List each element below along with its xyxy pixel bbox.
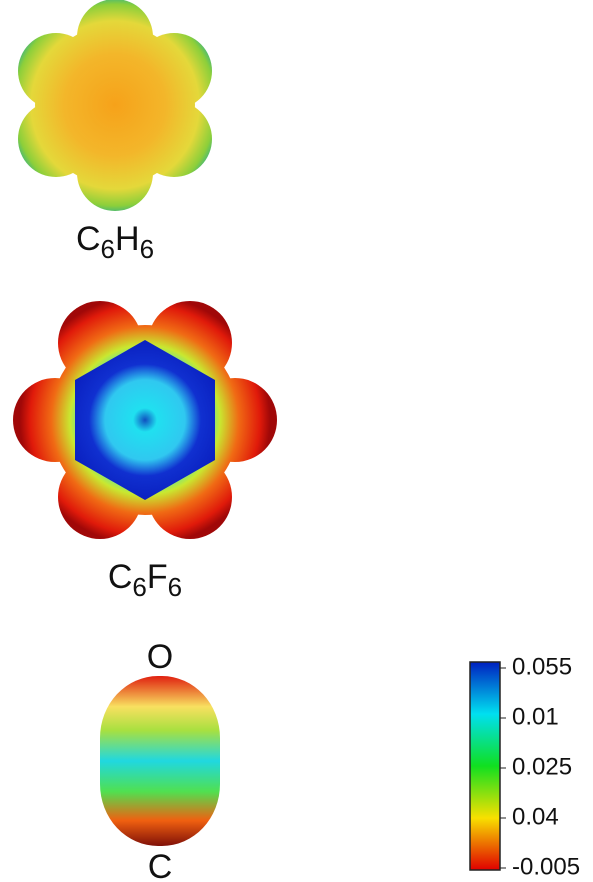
carbon-label: C: [148, 848, 173, 882]
figure: C6H6 C6F6 O C 0.055 0.01 0.025 0.04 -0.005: [0, 0, 593, 882]
colorbar-label: -0.005: [512, 853, 580, 880]
hexafluorobenzene-label: C6F6: [108, 558, 182, 602]
oxygen-label: O: [147, 638, 173, 676]
benzene-map: [18, 0, 212, 211]
colorbar-label: 0.01: [512, 703, 559, 730]
page: {"molecules": [ {"formula": ["C", "6", "…: [0, 0, 593, 882]
benzene-label: C6H6: [76, 220, 154, 264]
co-map: [100, 676, 220, 846]
colorbar-label: 0.04: [512, 803, 559, 830]
colorbar-label: 0.025: [512, 753, 572, 780]
colorbar-label: 0.055: [512, 653, 572, 680]
colorbar: [470, 662, 500, 870]
